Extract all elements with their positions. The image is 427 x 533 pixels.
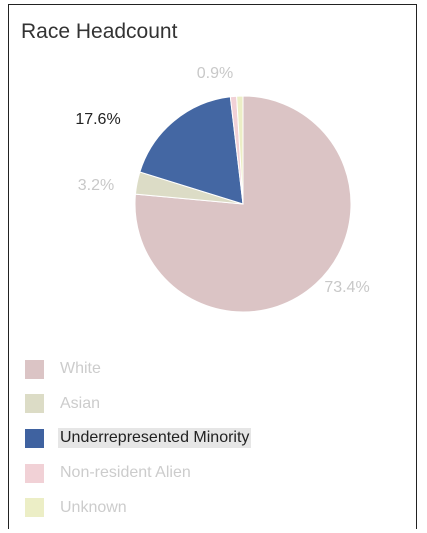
data-label-white: 73.4%	[324, 279, 369, 296]
pie-slice-underrepresented-minority[interactable]	[139, 96, 244, 205]
legend-swatch-underrepresented-minority	[25, 428, 44, 448]
legend-item-white[interactable]: White	[25, 359, 251, 379]
legend-swatch-unknown	[25, 498, 44, 518]
data-label-non-resident-alien: 0.9%	[197, 65, 233, 82]
legend-item-underrepresented-minority[interactable]: Underrepresented Minority	[25, 428, 252, 449]
data-label-underrepresented-minority: 17.6%	[75, 111, 120, 128]
legend-label-white: White	[60, 360, 101, 377]
legend-item-asian[interactable]: Asian	[25, 394, 251, 414]
chart-panel: Race Headcount 73.4% 3.2% 17.6% 0.9% White …	[8, 4, 417, 529]
legend-item-unknown[interactable]: Unknown	[25, 498, 251, 518]
pie-slice-white[interactable]	[134, 95, 352, 313]
pie-chart: 73.4% 3.2% 17.6% 0.9%	[75, 65, 370, 313]
legend-label-non-resident-alien: Non-resident Alien	[60, 464, 191, 482]
legend-swatch-non-resident-alien	[25, 463, 44, 483]
pie-slice-unknown[interactable]	[236, 95, 244, 205]
legend-item-non-resident-alien[interactable]: Non-resident Alien	[25, 463, 251, 483]
legend: White Asian Underrepresented Minority No…	[25, 359, 252, 532]
legend-swatch-white	[25, 359, 44, 379]
legend-label-asian: Asian	[60, 394, 101, 412]
data-label-asian: 3.2%	[78, 177, 114, 194]
legend-label-underrepresented-minority: Underrepresented Minority	[58, 428, 252, 449]
legend-label-unknown: Unknown	[60, 498, 127, 516]
chart-title: Race Headcount	[21, 20, 178, 43]
legend-swatch-asian	[25, 394, 44, 414]
